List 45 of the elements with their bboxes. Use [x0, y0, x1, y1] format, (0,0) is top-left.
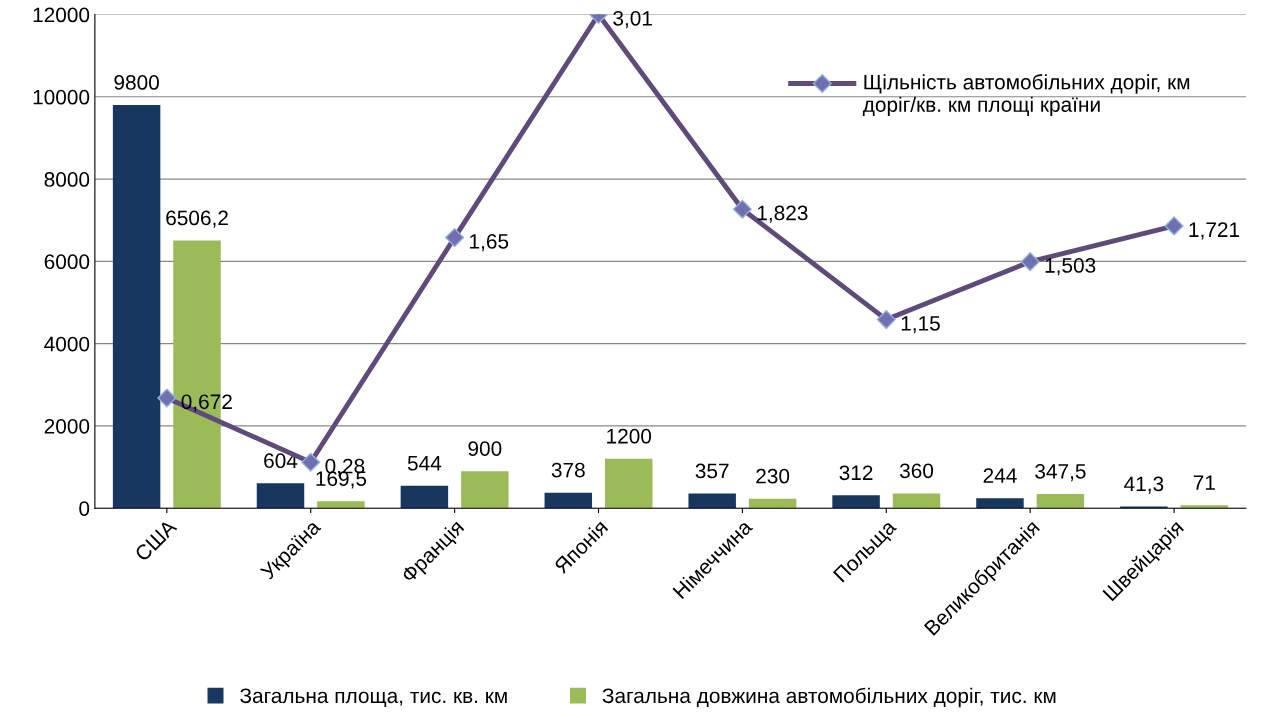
legend-label: Загальна довжина автомобільних доріг, тис. км — [602, 687, 1056, 708]
y-tick-label: 0 — [79, 501, 90, 516]
y-tick-label: 10000 — [33, 89, 90, 105]
bar — [256, 483, 305, 509]
data-label: 347,5 — [1035, 463, 1086, 482]
data-label: 71 — [1193, 475, 1215, 490]
bar — [892, 493, 941, 509]
legend-label: Щільність автомобільних доріг, км доріг/кв. км площі країни — [862, 74, 1190, 117]
y-tick-label: 2000 — [44, 418, 90, 434]
bar — [1036, 493, 1085, 509]
data-label: 6506,2 — [166, 210, 228, 228]
data-label: 1,503 — [1045, 258, 1096, 276]
bar — [400, 485, 449, 509]
legend-label: Загальна площа, тис. кв. км — [240, 688, 507, 708]
data-label: 360 — [899, 463, 934, 479]
bar — [832, 495, 880, 509]
data-label: 230 — [756, 468, 790, 484]
bar — [976, 498, 1024, 509]
y-tick-label: 4000 — [44, 336, 90, 352]
bar — [112, 105, 161, 509]
y-tick-label: 6000 — [44, 254, 90, 270]
bar — [1180, 505, 1229, 509]
bar — [604, 458, 653, 509]
bar — [688, 493, 736, 509]
data-label: 3,01 — [613, 10, 652, 29]
data-label: 312 — [839, 465, 873, 481]
data-label: 1,15 — [901, 316, 940, 334]
data-label: 244 — [983, 468, 1017, 483]
bar — [544, 492, 593, 509]
data-label: 544 — [407, 456, 442, 471]
data-label: 1,65 — [470, 233, 509, 252]
data-label: 900 — [468, 441, 502, 456]
data-label: 378 — [551, 462, 585, 478]
data-label: 1,721 — [1189, 222, 1240, 240]
data-label: 1200 — [607, 428, 652, 444]
data-label: 604 — [264, 453, 298, 469]
data-label: 357 — [695, 463, 729, 479]
bar — [748, 498, 797, 509]
data-label: 41,3 — [1124, 476, 1164, 494]
bar — [461, 471, 509, 509]
bar — [317, 501, 365, 509]
y-tick-label: 12000 — [33, 7, 90, 23]
y-tick-label: 8000 — [44, 172, 90, 187]
data-label: 9800 — [114, 75, 159, 90]
data-label: 1,823 — [757, 205, 808, 223]
